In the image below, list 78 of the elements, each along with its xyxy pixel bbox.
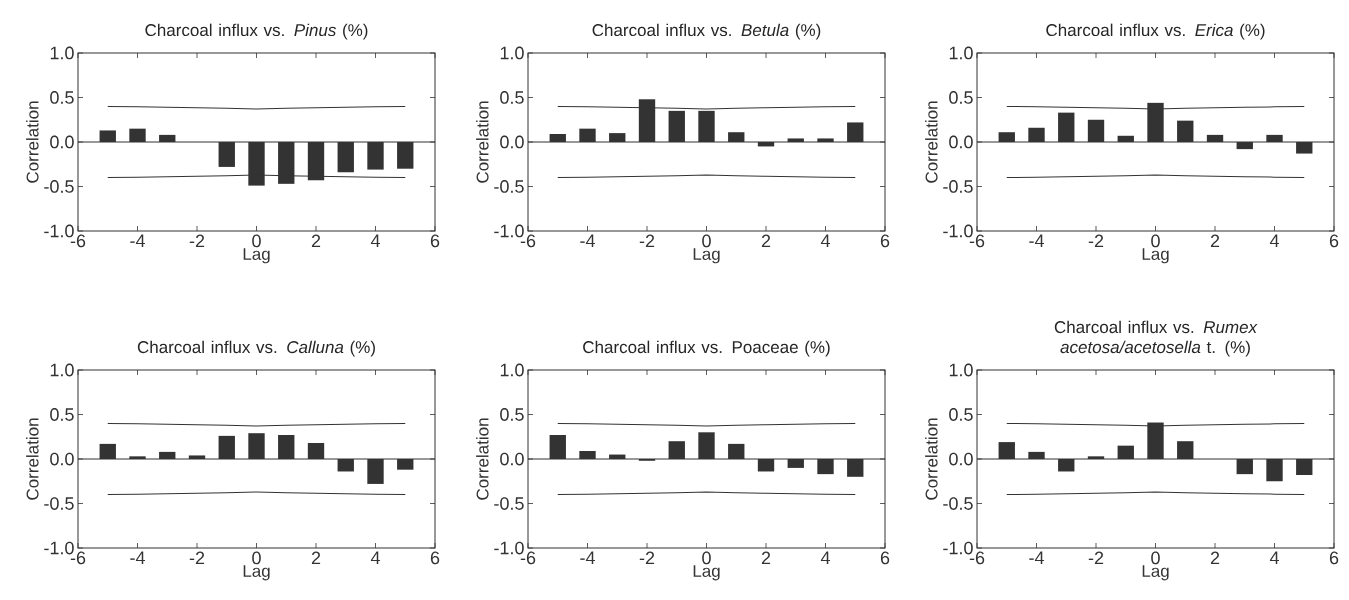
y-tick-label: 1.0	[50, 46, 74, 60]
y-tick-label: 0.0	[500, 452, 524, 466]
chart-title: Charcoal influx vs. Pinus (%)	[145, 23, 368, 40]
x-tick-label: 6	[880, 551, 890, 565]
y-tick-label: 0.5	[949, 408, 973, 421]
x-tick-label: 0	[702, 234, 711, 248]
y-axis-title: Correlation	[26, 101, 39, 183]
x-tick-label: 0	[1151, 551, 1160, 565]
x-tick-label: -4	[1029, 234, 1044, 247]
chart-title: Charcoal influx vs. Betula (%)	[592, 23, 821, 40]
x-axis-title: Lag	[693, 565, 720, 581]
y-axis-title: Correlation	[925, 418, 938, 500]
x-axis-title: Lag	[693, 248, 720, 264]
x-tick-label: 4	[370, 551, 380, 564]
x-tick-label: -4	[130, 234, 145, 247]
x-tick-label: 2	[311, 551, 321, 565]
x-axis-title: Lag	[1142, 248, 1169, 264]
y-tick-label: -0.5	[44, 180, 74, 193]
x-tick-label: -4	[1029, 551, 1044, 564]
y-axis-title: Correlation	[476, 101, 489, 183]
chart-title: Charcoal influx vs. Rumex acetosa/acetosella t. (%)	[1054, 320, 1258, 357]
x-tick-label: -2	[189, 234, 205, 248]
y-tick-label: 0.0	[50, 452, 74, 466]
y-axis-title: Correlation	[925, 101, 938, 183]
x-tick-label: 4	[1269, 234, 1279, 247]
chart-title: Charcoal influx vs. Calluna (%)	[137, 340, 375, 357]
y-tick-label: 0.5	[949, 91, 973, 104]
x-tick-label: -2	[639, 551, 655, 565]
x-tick-label: 4	[820, 234, 830, 247]
y-tick-label: 0.5	[500, 408, 524, 421]
y-tick-label: 0.5	[500, 91, 524, 104]
x-tick-label: 4	[370, 234, 380, 247]
x-axis-title: Lag	[243, 248, 270, 264]
y-axis-title: Correlation	[26, 418, 39, 500]
x-tick-label: 0	[252, 551, 261, 565]
y-tick-label: 1.0	[500, 46, 524, 60]
x-tick-label: 0	[252, 234, 261, 248]
x-tick-label: 0	[1151, 234, 1160, 248]
y-tick-label: 1.0	[949, 363, 973, 377]
x-tick-label: -2	[1088, 551, 1104, 565]
y-tick-label: -0.5	[943, 180, 973, 193]
chart-title: Charcoal influx vs. Erica (%)	[1046, 23, 1265, 40]
x-tick-label: 2	[311, 234, 321, 248]
y-tick-label: -0.5	[943, 497, 973, 510]
x-tick-label: 4	[1269, 551, 1279, 564]
x-tick-label: 2	[761, 551, 771, 565]
x-tick-label: 6	[430, 234, 440, 248]
x-axis-title: Lag	[243, 565, 270, 581]
y-tick-label: 0.5	[50, 408, 74, 421]
y-tick-label: -0.5	[44, 497, 74, 510]
y-tick-label: 0.0	[949, 135, 973, 149]
y-tick-label: 1.0	[500, 363, 524, 377]
chart-title: Charcoal influx vs. Poaceae (%)	[583, 340, 830, 357]
x-tick-label: 2	[761, 234, 771, 248]
x-tick-label: 6	[1329, 234, 1339, 248]
y-tick-label: 0.0	[949, 452, 973, 466]
x-tick-label: -2	[189, 551, 205, 565]
y-tick-label: -0.5	[494, 180, 524, 193]
x-tick-label: -4	[580, 234, 595, 247]
x-tick-label: 6	[880, 234, 890, 248]
x-tick-label: 4	[820, 551, 830, 564]
x-tick-label: 6	[1329, 551, 1339, 565]
y-tick-label: 0.0	[500, 135, 524, 149]
x-tick-label: 2	[1210, 551, 1220, 565]
y-tick-label: -0.5	[494, 497, 524, 510]
x-tick-label: -2	[1088, 234, 1104, 248]
x-tick-label: 6	[430, 551, 440, 565]
y-tick-label: 0.5	[50, 91, 74, 104]
y-tick-label: 0.0	[50, 135, 74, 149]
x-axis-title: Lag	[1142, 565, 1169, 581]
x-tick-label: -2	[639, 234, 655, 248]
x-tick-label: 0	[702, 551, 711, 565]
x-tick-label: -4	[130, 551, 145, 564]
x-tick-label: -4	[580, 551, 595, 564]
y-tick-label: 1.0	[949, 46, 973, 60]
x-tick-label: 2	[1210, 234, 1220, 248]
y-tick-label: 1.0	[50, 363, 74, 377]
y-axis-title: Correlation	[476, 418, 489, 500]
